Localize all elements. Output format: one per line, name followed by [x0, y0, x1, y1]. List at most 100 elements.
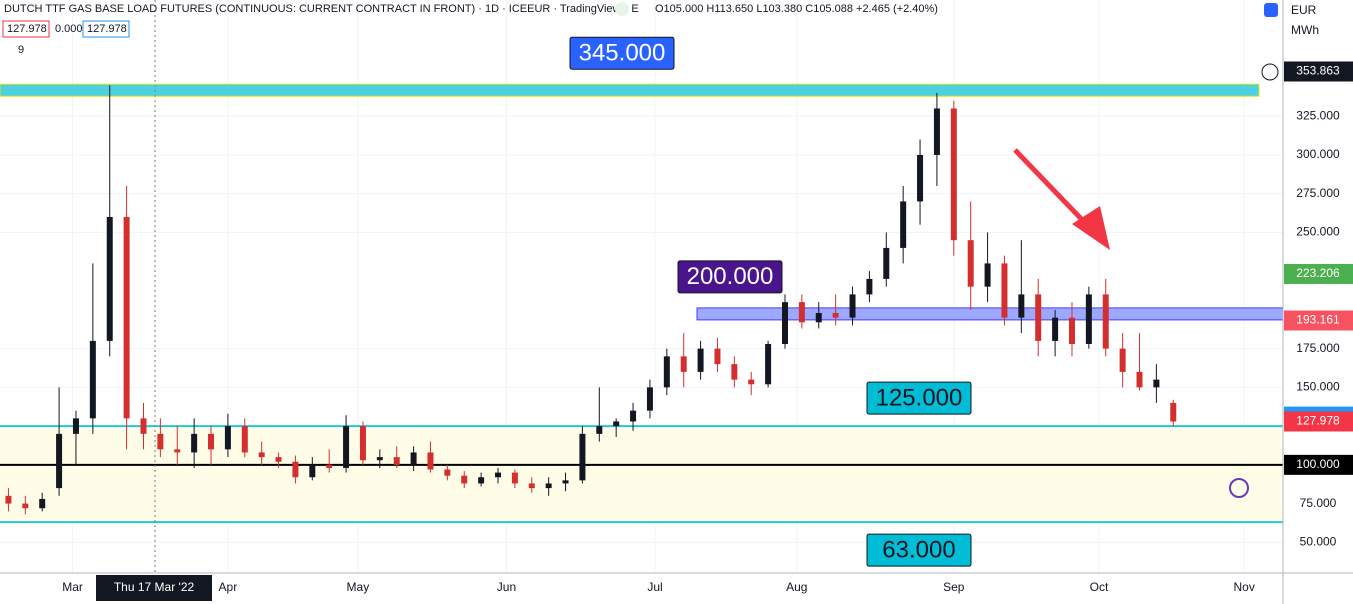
candle-body [917, 154, 924, 202]
x-tick-label: Sep [943, 580, 965, 594]
candle-body [765, 343, 772, 385]
x-tick-label: May [347, 580, 370, 594]
x-tick-label: Mar [62, 580, 83, 594]
candle-body [562, 480, 569, 484]
price-label-bg [1284, 411, 1353, 432]
candle-body [1170, 402, 1177, 422]
level-label: 63.000 [882, 537, 955, 564]
x-tick-label: Jun [497, 580, 516, 594]
candles [5, 85, 1177, 515]
candle-body [528, 483, 535, 489]
indicator-box [82, 20, 130, 38]
indicator-value: 127.978 [7, 23, 47, 35]
level-label-bg [866, 381, 972, 415]
candle-body [984, 263, 991, 287]
candle-body [495, 472, 502, 478]
candle-body [5, 495, 12, 504]
candle-body [697, 348, 704, 372]
smiley[interactable] [1229, 478, 1249, 498]
level-label-bg [866, 533, 972, 567]
candle-body [731, 364, 738, 380]
candle-body [596, 426, 603, 434]
candle-body [393, 457, 400, 465]
y-tick-label: 300.000 [1296, 147, 1340, 161]
y-tick-label: 275.000 [1296, 186, 1340, 200]
candle-body [157, 433, 164, 450]
x-tick-label: Jul [647, 580, 662, 594]
candle-body [1035, 294, 1042, 341]
y-tick-label: 175.000 [1296, 341, 1340, 355]
add-button[interactable] [1261, 63, 1279, 81]
candle-body [343, 426, 350, 468]
candle-body [781, 302, 788, 344]
crosshair-label: Thu 17 Mar '22 [114, 580, 195, 594]
candle-body [309, 464, 316, 478]
x-tick-label: Oct [1090, 580, 1109, 594]
candle-body [1068, 317, 1075, 344]
candle-body [714, 348, 721, 365]
candle-body [208, 433, 215, 450]
candle-body [89, 340, 96, 419]
y-tick-label: 150.000 [1296, 380, 1340, 394]
trend-arrow [1013, 148, 1092, 230]
unit: MWh [1291, 23, 1319, 37]
candle-body [933, 108, 940, 155]
indicator-box [2, 20, 50, 38]
candle-body [950, 108, 957, 241]
candle-body [191, 433, 198, 453]
candle-body [376, 457, 383, 461]
candle-body [849, 294, 856, 318]
candle-body [258, 452, 265, 458]
candle-body [680, 356, 687, 372]
candle-body [798, 302, 805, 323]
candle-body [224, 426, 231, 450]
axes: 50.000 75.000 150.000 175.000 250.000 275.000… [62, 61, 1353, 594]
level-label: 125.000 [876, 384, 963, 411]
indicator-value: 0.000 [55, 23, 83, 35]
price-label: 100.000 [1296, 457, 1340, 471]
y-tick-label: 325.000 [1296, 108, 1340, 122]
y-tick-label: 50.000 [1300, 534, 1337, 548]
candle-body [967, 240, 974, 287]
currency[interactable]: EUR [1291, 3, 1317, 17]
badge-bg [615, 2, 629, 16]
candle-body [56, 433, 63, 489]
price-label: 353.863 [1296, 64, 1340, 78]
price-label: 127.978 [1296, 414, 1340, 428]
candle-body [748, 379, 755, 385]
price-label-bg [1284, 310, 1353, 331]
candle-body [140, 418, 147, 434]
candle-body [427, 452, 434, 470]
candle-body [461, 475, 468, 484]
trend-arrow-head [1072, 206, 1110, 250]
candle-body [292, 461, 299, 478]
price-label: 193.161 [1296, 313, 1340, 327]
candle-body [1052, 317, 1059, 341]
candle-body [866, 278, 873, 295]
crosshair-label-bg [96, 575, 212, 601]
candle-body [579, 433, 586, 481]
candle-body [1119, 348, 1126, 372]
candle-body [22, 503, 29, 509]
badge: E [631, 3, 638, 15]
candle-body [1153, 379, 1160, 388]
candle-body [72, 418, 79, 434]
candle-body [123, 216, 130, 419]
candle-body [832, 312, 839, 318]
candle-body [359, 426, 366, 461]
candle-body [613, 421, 620, 427]
candle-body [275, 457, 282, 462]
indicator-param: 9 [18, 44, 24, 56]
y-tick-label: 75.000 [1300, 496, 1337, 510]
candle-body [1136, 371, 1143, 388]
level-band [0, 83, 1260, 97]
settings-button[interactable] [1264, 3, 1278, 17]
candle-body [1085, 294, 1092, 344]
x-tick-label: Nov [1234, 580, 1255, 594]
candle-body [174, 449, 181, 453]
candle-body [630, 410, 637, 422]
candle-body [815, 312, 822, 323]
candle-body [39, 498, 46, 509]
ohlc: O105.000 H113.650 L103.380 C105.088 +2.4… [655, 3, 938, 15]
